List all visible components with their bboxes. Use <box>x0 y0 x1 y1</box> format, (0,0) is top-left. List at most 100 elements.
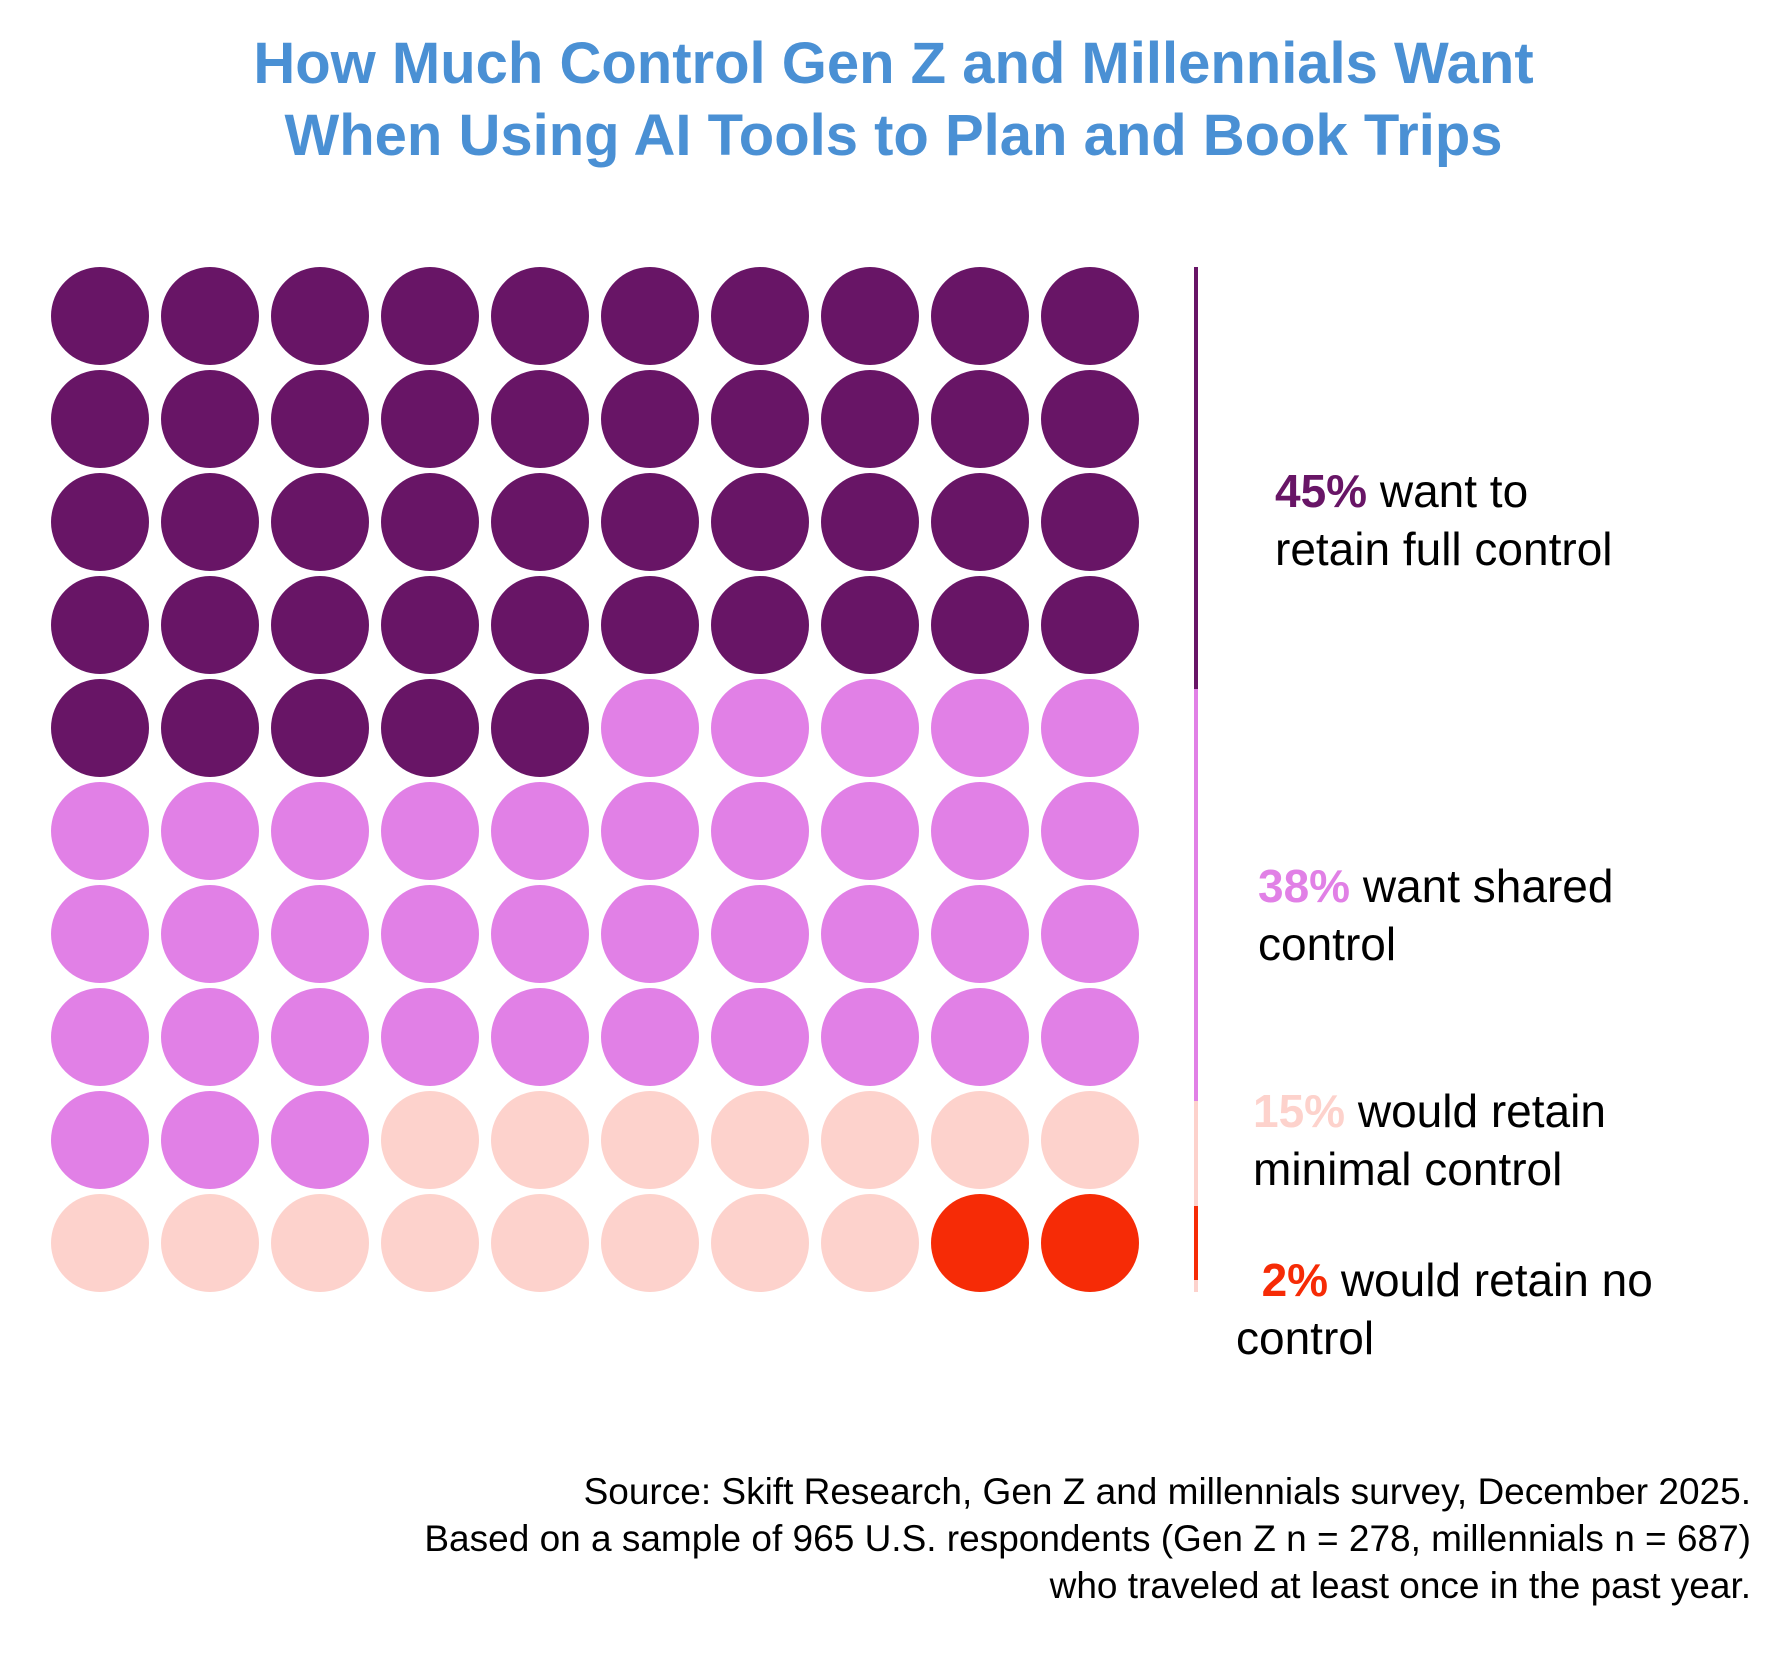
waffle-dot-retain-full-control <box>931 473 1029 571</box>
waffle-dot-retain-full-control <box>491 679 589 777</box>
waffle-dot-minimal-control <box>161 1194 259 1292</box>
label-shared-control-text-2: control <box>1258 918 1396 970</box>
waffle-dot-shared-control <box>821 679 919 777</box>
label-no-control-pct: 2% <box>1262 1254 1328 1306</box>
waffle-dot-retain-full-control <box>161 679 259 777</box>
chart-title-line-1: How Much Control Gen Z and Millennials W… <box>0 28 1787 100</box>
waffle-dot-shared-control <box>161 782 259 880</box>
waffle-dot-retain-full-control <box>51 267 149 365</box>
waffle-dot-retain-full-control <box>711 370 809 468</box>
waffle-dot-shared-control <box>491 988 589 1086</box>
waffle-dot-shared-control <box>711 782 809 880</box>
waffle-dot-retain-full-control <box>821 370 919 468</box>
waffle-dot-retain-full-control <box>271 679 369 777</box>
label-full-control-text-2: retain full control <box>1275 523 1613 575</box>
waffle-dot-shared-control <box>271 988 369 1086</box>
waffle-dot-retain-full-control <box>271 473 369 571</box>
waffle-dot-shared-control <box>821 885 919 983</box>
waffle-dot-shared-control <box>51 1091 149 1189</box>
label-minimal-control: 15% would retain minimal control <box>1253 1082 1606 1198</box>
waffle-dot-minimal-control <box>381 1194 479 1292</box>
waffle-dot-retain-full-control <box>51 370 149 468</box>
waffle-dot-minimal-control <box>1041 1091 1139 1189</box>
label-shared-control-text-1: want shared <box>1363 860 1614 912</box>
waffle-chart <box>0 0 1787 1654</box>
waffle-dot-shared-control <box>711 679 809 777</box>
waffle-dot-shared-control <box>601 885 699 983</box>
waffle-dot-retain-full-control <box>381 370 479 468</box>
waffle-dot-retain-full-control <box>491 370 589 468</box>
waffle-dot-retain-full-control <box>161 267 259 365</box>
waffle-dot-shared-control <box>931 679 1029 777</box>
waffle-dot-retain-full-control <box>711 473 809 571</box>
waffle-dot-minimal-control <box>601 1194 699 1292</box>
waffle-dot-shared-control <box>1041 885 1139 983</box>
waffle-dot-minimal-control <box>381 1091 479 1189</box>
source-note: Source: Skift Research, Gen Z and millen… <box>51 1468 1751 1609</box>
label-minimal-control-text-1: would retain <box>1358 1085 1606 1137</box>
waffle-dot-minimal-control <box>931 1091 1029 1189</box>
waffle-dot-shared-control <box>161 988 259 1086</box>
waffle-dot-retain-full-control <box>821 267 919 365</box>
source-line-2: Based on a sample of 965 U.S. respondent… <box>51 1515 1751 1562</box>
waffle-dot-retain-full-control <box>51 576 149 674</box>
waffle-dot-minimal-control <box>821 1194 919 1292</box>
waffle-dot-minimal-control <box>491 1091 589 1189</box>
waffle-dot-retain-full-control <box>271 267 369 365</box>
waffle-dot-retain-full-control <box>381 679 479 777</box>
waffle-dot-retain-full-control <box>161 370 259 468</box>
chart-title-line-2: When Using AI Tools to Plan and Book Tri… <box>0 100 1787 172</box>
waffle-dot-shared-control <box>161 1091 259 1189</box>
waffle-dot-shared-control <box>271 885 369 983</box>
label-full-control-text-1: want to <box>1380 465 1528 517</box>
source-line-1: Source: Skift Research, Gen Z and millen… <box>51 1468 1751 1515</box>
waffle-dot-retain-full-control <box>601 267 699 365</box>
waffle-dot-retain-full-control <box>381 267 479 365</box>
waffle-dot-shared-control <box>931 988 1029 1086</box>
waffle-dot-shared-control <box>931 885 1029 983</box>
label-no-control-text-2: control <box>1236 1312 1374 1364</box>
label-no-control-text-1: would retain no <box>1341 1254 1653 1306</box>
waffle-dot-shared-control <box>491 885 589 983</box>
waffle-dot-shared-control <box>1041 782 1139 880</box>
waffle-dot-shared-control <box>51 782 149 880</box>
waffle-dot-shared-control <box>381 782 479 880</box>
waffle-dot-shared-control <box>601 782 699 880</box>
waffle-dot-retain-full-control <box>381 473 479 571</box>
source-line-3: who traveled at least once in the past y… <box>51 1562 1751 1609</box>
waffle-dot-retain-full-control <box>161 473 259 571</box>
waffle-dot-retain-full-control <box>491 267 589 365</box>
waffle-dot-retain-full-control <box>51 473 149 571</box>
waffle-dot-minimal-control <box>491 1194 589 1292</box>
waffle-dot-minimal-control <box>51 1194 149 1292</box>
chart-title: How Much Control Gen Z and Millennials W… <box>0 28 1787 172</box>
label-full-control: 45% want to retain full control <box>1275 462 1613 578</box>
waffle-dot-shared-control <box>601 679 699 777</box>
waffle-dot-minimal-control <box>821 1091 919 1189</box>
waffle-dot-retain-full-control <box>931 576 1029 674</box>
waffle-dot-minimal-control <box>711 1194 809 1292</box>
waffle-dot-retain-full-control <box>711 576 809 674</box>
waffle-dot-minimal-control <box>711 1091 809 1189</box>
waffle-dot-shared-control <box>161 885 259 983</box>
waffle-dot-retain-full-control <box>271 576 369 674</box>
waffle-dot-shared-control <box>491 782 589 880</box>
waffle-dot-shared-control <box>381 885 479 983</box>
waffle-dot-minimal-control <box>271 1194 369 1292</box>
waffle-dot-retain-full-control <box>1041 473 1139 571</box>
waffle-dot-shared-control <box>1041 988 1139 1086</box>
waffle-dot-retain-full-control <box>601 576 699 674</box>
label-minimal-control-text-2: minimal control <box>1253 1143 1562 1195</box>
waffle-dot-retain-full-control <box>1041 267 1139 365</box>
waffle-dot-retain-full-control <box>601 370 699 468</box>
waffle-dot-shared-control <box>711 885 809 983</box>
waffle-dot-shared-control <box>601 988 699 1086</box>
waffle-dot-retain-full-control <box>271 370 369 468</box>
label-no-control: 2% would retain no control <box>1236 1251 1653 1367</box>
label-shared-control-pct: 38% <box>1258 860 1350 912</box>
waffle-dot-retain-full-control <box>931 267 1029 365</box>
label-shared-control: 38% want shared control <box>1258 857 1613 973</box>
waffle-dot-no-control <box>1041 1194 1139 1292</box>
waffle-dot-retain-full-control <box>821 473 919 571</box>
waffle-dot-shared-control <box>821 782 919 880</box>
